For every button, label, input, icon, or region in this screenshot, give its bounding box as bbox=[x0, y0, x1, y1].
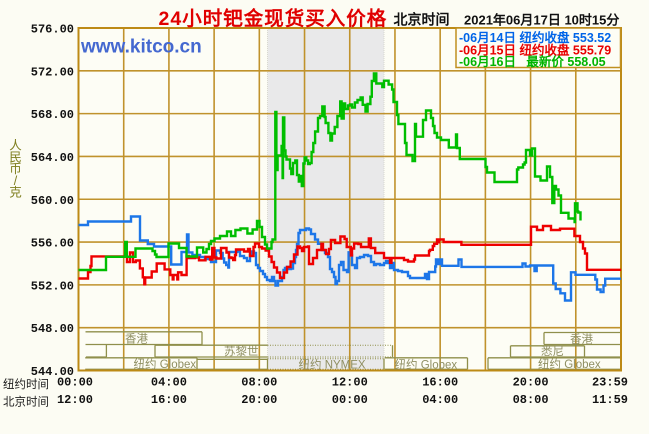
svg-text:纽约 Globex: 纽约 Globex bbox=[134, 357, 197, 371]
svg-text:北京时间: 北京时间 bbox=[3, 394, 49, 408]
svg-text:/: / bbox=[14, 174, 18, 188]
svg-text:香港: 香港 bbox=[570, 333, 593, 346]
svg-text:564.00: 564.00 bbox=[31, 151, 74, 165]
svg-text:民: 民 bbox=[9, 150, 22, 164]
svg-text:苏黎世: 苏黎世 bbox=[224, 344, 259, 358]
svg-text:币: 币 bbox=[9, 162, 22, 176]
svg-text:11:59: 11:59 bbox=[592, 393, 628, 407]
svg-text:纽约时间: 纽约时间 bbox=[3, 377, 49, 391]
svg-text:560.00: 560.00 bbox=[31, 194, 74, 208]
svg-text:纽约 Globex: 纽约 Globex bbox=[538, 357, 601, 371]
svg-text:-06月16日 最新价 558.05: -06月16日 最新价 558.05 bbox=[459, 54, 606, 69]
svg-text:572.00: 572.00 bbox=[31, 65, 74, 79]
svg-text:08:00: 08:00 bbox=[241, 376, 277, 390]
svg-text:16:00: 16:00 bbox=[151, 393, 187, 407]
svg-text:人: 人 bbox=[9, 139, 22, 153]
svg-text:552.00: 552.00 bbox=[31, 279, 74, 293]
svg-text:纽约 NYMEX: 纽约 NYMEX bbox=[299, 358, 366, 372]
svg-text:www.kitco.cn: www.kitco.cn bbox=[80, 37, 202, 58]
svg-text:-06月15日 纽约收盘 555.79: -06月15日 纽约收盘 555.79 bbox=[459, 42, 611, 57]
svg-text:纽约 Globex: 纽约 Globex bbox=[395, 358, 458, 372]
svg-text:12:00: 12:00 bbox=[57, 393, 93, 407]
svg-text:576.00: 576.00 bbox=[31, 23, 74, 37]
svg-text:04:00: 04:00 bbox=[422, 393, 458, 407]
svg-text:20:00: 20:00 bbox=[241, 393, 277, 407]
svg-text:-06月14日 纽约收盘 553.52: -06月14日 纽约收盘 553.52 bbox=[459, 30, 611, 45]
svg-text:00:00: 00:00 bbox=[332, 393, 368, 407]
svg-text:568.00: 568.00 bbox=[31, 108, 74, 122]
svg-text:16:00: 16:00 bbox=[422, 376, 458, 390]
svg-text:544.00: 544.00 bbox=[31, 365, 74, 379]
svg-text:548.00: 548.00 bbox=[31, 322, 74, 336]
svg-text:04:00: 04:00 bbox=[151, 376, 187, 390]
svg-text:20:00: 20:00 bbox=[513, 376, 549, 390]
svg-text:香港: 香港 bbox=[125, 333, 148, 346]
svg-text:556.00: 556.00 bbox=[31, 237, 74, 251]
svg-text:08:00: 08:00 bbox=[513, 393, 549, 407]
svg-text:2021年06月17日 10时15分: 2021年06月17日 10时15分 bbox=[464, 13, 619, 28]
svg-text:12:00: 12:00 bbox=[332, 376, 368, 390]
svg-text:悉尼: 悉尼 bbox=[541, 345, 564, 358]
svg-text:克: 克 bbox=[9, 186, 22, 200]
svg-text:24小时钯金现货买入价格: 24小时钯金现货买入价格 bbox=[159, 7, 388, 30]
svg-text:00:00: 00:00 bbox=[57, 376, 93, 390]
svg-text:北京时间: 北京时间 bbox=[394, 12, 450, 28]
svg-text:23:59: 23:59 bbox=[592, 376, 628, 390]
